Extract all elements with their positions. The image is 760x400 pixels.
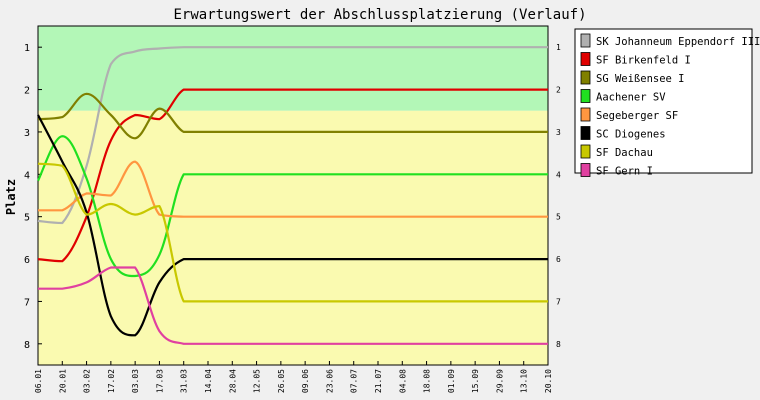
y-tick-label-right-3: 3 <box>556 128 561 137</box>
x-tick-label-20: 29.09 <box>495 369 504 393</box>
series-line-1 <box>37 46 548 225</box>
y-tick-label-left-1: 1 <box>24 43 30 54</box>
x-tick-label-16: 04.08 <box>398 369 407 393</box>
y-tick-label-right-1: 1 <box>556 43 561 52</box>
y-tick-label-right-7: 7 <box>556 297 561 306</box>
legend-label-2: SF Birkenfeld I <box>596 55 691 67</box>
y-tick-label-right-2: 2 <box>556 86 561 95</box>
legend-box <box>574 28 753 174</box>
y-tick-label-left-7: 7 <box>24 297 30 308</box>
x-tick-label-18: 01.09 <box>447 369 456 393</box>
y-tick-label-right-8: 8 <box>556 340 561 349</box>
x-tick-label-22: 20.10 <box>544 369 553 393</box>
x-tick-label-19: 15.09 <box>471 369 480 393</box>
y-tick-label-left-6: 6 <box>24 255 30 266</box>
legend-swatch-7 <box>580 144 591 159</box>
legend-label-6: SC Diogenes <box>596 129 666 141</box>
series-line-4 <box>37 135 548 278</box>
legend-swatch-6 <box>580 126 591 140</box>
x-tick-label-4: 17.02 <box>107 369 116 393</box>
plot-frame <box>37 25 549 366</box>
legend-swatch-2 <box>580 52 591 66</box>
x-tick-label-17: 18.08 <box>423 369 432 393</box>
x-tick-label-1: 06.01 <box>34 369 43 393</box>
zone-band-1 <box>38 26 548 111</box>
legend-label-1: SK Johanneum Eppendorf III <box>596 36 760 48</box>
x-tick-label-12: 09.06 <box>301 369 310 393</box>
legend-swatch-8 <box>580 163 591 177</box>
legend-label-7: SF Dachau <box>596 147 653 159</box>
x-tick-label-13: 23.06 <box>325 369 334 393</box>
x-tick-label-7: 31.03 <box>180 369 189 393</box>
x-tick-label-3: 03.02 <box>83 369 92 393</box>
x-tick-label-5: 03.03 <box>131 369 140 393</box>
chart-title: Erwartungswert der Abschlussplatzierung … <box>173 7 586 23</box>
y-tick-label-left-8: 8 <box>24 340 30 351</box>
y-tick-label-left-4: 4 <box>24 170 30 181</box>
legend-label-5: Segeberger SF <box>596 110 678 122</box>
legend-swatch-5 <box>580 107 591 122</box>
x-tick-label-9: 28.04 <box>228 369 237 393</box>
series-line-7 <box>37 162 548 303</box>
legend-label-8: SF Gern I <box>596 166 653 178</box>
x-tick-label-21: 13.10 <box>520 369 529 393</box>
x-tick-label-10: 12.05 <box>253 369 262 393</box>
y-tick-label-left-2: 2 <box>24 86 30 97</box>
x-tick-label-8: 14.04 <box>204 369 213 393</box>
series-line-6 <box>37 114 548 337</box>
y-tick-label-right-5: 5 <box>556 213 561 222</box>
y-tick-label-right-4: 4 <box>556 170 561 179</box>
series-line-8 <box>38 266 548 345</box>
legend-swatch-4 <box>580 89 591 103</box>
legend-label-3: SG Weißensee I <box>596 73 685 85</box>
zone-band-2 <box>38 110 548 365</box>
x-tick-label-6: 17.03 <box>155 369 164 393</box>
x-tick-label-14: 07.07 <box>350 369 359 393</box>
y-tick-label-right-6: 6 <box>556 255 561 264</box>
x-tick-label-11: 26.05 <box>277 369 286 393</box>
series-line-3 <box>37 92 548 140</box>
series-line-5 <box>37 160 548 218</box>
y-tick-label-left-5: 5 <box>24 213 30 224</box>
y-tick-label-left-3: 3 <box>24 128 30 139</box>
legend-label-4: Aachener SV <box>596 92 666 104</box>
legend-swatch-3 <box>580 70 591 85</box>
legend-swatch-1 <box>580 33 591 48</box>
x-tick-label-2: 20.01 <box>58 369 67 393</box>
x-tick-label-15: 21.07 <box>374 369 383 393</box>
y-axis-label: Platz <box>4 179 18 215</box>
